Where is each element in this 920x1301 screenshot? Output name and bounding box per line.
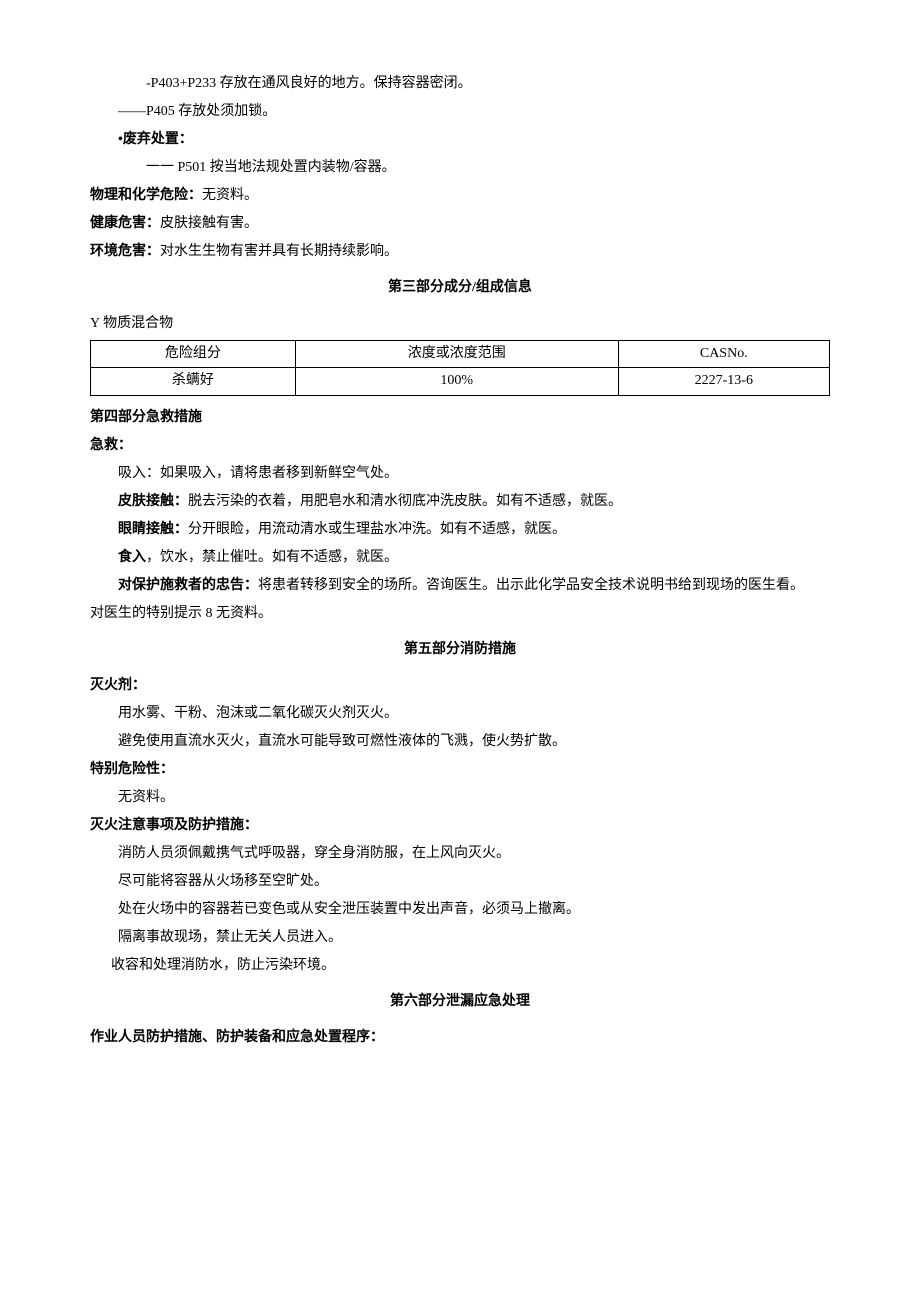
env-hazard-label: 环境危害： <box>90 244 160 259</box>
composition-table: 危险组分 浓度或浓度范围 CASNo. 杀螨好 100% 2227-13-6 <box>90 340 830 396</box>
physical-hazard-label: 物理和化学危险： <box>90 188 202 203</box>
rescuer-advice-label: 对保护施救者的忠告： <box>118 578 258 593</box>
skin-contact-label: 皮肤接触： <box>118 494 188 509</box>
section3-title: 第三部分成分/组成信息 <box>90 274 830 302</box>
ext-line1: 用水雾、干粉、泡沫或二氧化碳灭火剂灭火。 <box>90 700 830 728</box>
ingestion-value: ，饮水，禁止催吐。如有不适感，就医。 <box>146 550 398 565</box>
disposal-p501: 一一 P501 按当地法规处置内装物/容器。 <box>90 154 830 182</box>
doctor-note: 对医生的特别提示 8 无资料。 <box>90 600 830 628</box>
inhalation-line: 吸入：如果吸入，请将患者移到新鲜空气处。 <box>90 460 830 488</box>
th-casno: CASNo. <box>618 341 829 368</box>
personnel-protection-label: 作业人员防护措施、防护装备和应急处置程序： <box>90 1024 830 1052</box>
td-concentration: 100% <box>295 368 618 395</box>
skin-contact-line: 皮肤接触：脱去污染的衣着，用肥皂水和清水彻底冲洗皮肤。如有不适感，就医。 <box>90 488 830 516</box>
prec-line2: 尽可能将容器从火场移至空旷处。 <box>90 868 830 896</box>
eye-contact-label: 眼睛接触： <box>118 522 188 537</box>
rescuer-advice-value: 将患者转移到安全的场所。咨询医生。出示此化学品安全技术说明书给到现场的医生看。 <box>258 578 804 593</box>
health-hazard-label: 健康危害： <box>90 216 160 231</box>
eye-contact-value: 分开眼睑，用流动清水或生理盐水冲洗。如有不适感，就医。 <box>188 522 566 537</box>
physical-hazard-value: 无资料。 <box>202 188 258 203</box>
ingestion-line: 食入，饮水，禁止催吐。如有不适感，就医。 <box>90 544 830 572</box>
precaution-label: 灭火注意事项及防护措施： <box>90 812 830 840</box>
extinguisher-label: 灭火剂： <box>90 672 830 700</box>
first-aid-label: 急救： <box>90 432 830 460</box>
td-component: 杀螨好 <box>91 368 296 395</box>
storage-p403-p233: -P403+P233 存放在通风良好的地方。保持容器密闭。 <box>90 70 830 98</box>
storage-p405: ——P405 存放处须加锁。 <box>90 98 830 126</box>
prec-line1: 消防人员须佩戴携气式呼吸器，穿全身消防服，在上风向灭火。 <box>90 840 830 868</box>
prec-line3: 处在火场中的容器若已变色或从安全泄压装置中发出声音，必须马上撤离。 <box>90 896 830 924</box>
section6-title: 第六部分泄漏应急处理 <box>90 988 830 1016</box>
disposal-label: •废弃处置： <box>90 126 830 154</box>
env-hazard-value: 对水生生物有害并具有长期持续影响。 <box>160 244 398 259</box>
th-concentration: 浓度或浓度范围 <box>295 341 618 368</box>
skin-contact-value: 脱去污染的衣着，用肥皂水和清水彻底冲洗皮肤。如有不适感，就医。 <box>188 494 622 509</box>
physical-hazard-line: 物理和化学危险：无资料。 <box>90 182 830 210</box>
table-header-row: 危险组分 浓度或浓度范围 CASNo. <box>91 341 830 368</box>
health-hazard-line: 健康危害：皮肤接触有害。 <box>90 210 830 238</box>
special-hazard-label: 特别危险性： <box>90 756 830 784</box>
mixture-label: Y 物质混合物 <box>90 310 830 338</box>
section5-title: 第五部分消防措施 <box>90 636 830 664</box>
ext-line2: 避免使用直流水灭火，直流水可能导致可燃性液体的飞溅，使火势扩散。 <box>90 728 830 756</box>
th-component: 危险组分 <box>91 341 296 368</box>
rescuer-advice-line: 对保护施救者的忠告：将患者转移到安全的场所。咨询医生。出示此化学品安全技术说明书… <box>90 572 830 600</box>
special-hazard-value: 无资料。 <box>90 784 830 812</box>
env-hazard-line: 环境危害：对水生生物有害并具有长期持续影响。 <box>90 238 830 266</box>
health-hazard-value: 皮肤接触有害。 <box>160 216 258 231</box>
ingestion-label: 食入 <box>118 550 146 565</box>
section4-title: 第四部分急救措施 <box>90 404 830 432</box>
prec-line5: 收容和处理消防水，防止污染环境。 <box>90 952 830 980</box>
table-row: 杀螨好 100% 2227-13-6 <box>91 368 830 395</box>
prec-line4: 隔离事故现场，禁止无关人员进入。 <box>90 924 830 952</box>
eye-contact-line: 眼睛接触：分开眼睑，用流动清水或生理盐水冲洗。如有不适感，就医。 <box>90 516 830 544</box>
td-casno: 2227-13-6 <box>618 368 829 395</box>
